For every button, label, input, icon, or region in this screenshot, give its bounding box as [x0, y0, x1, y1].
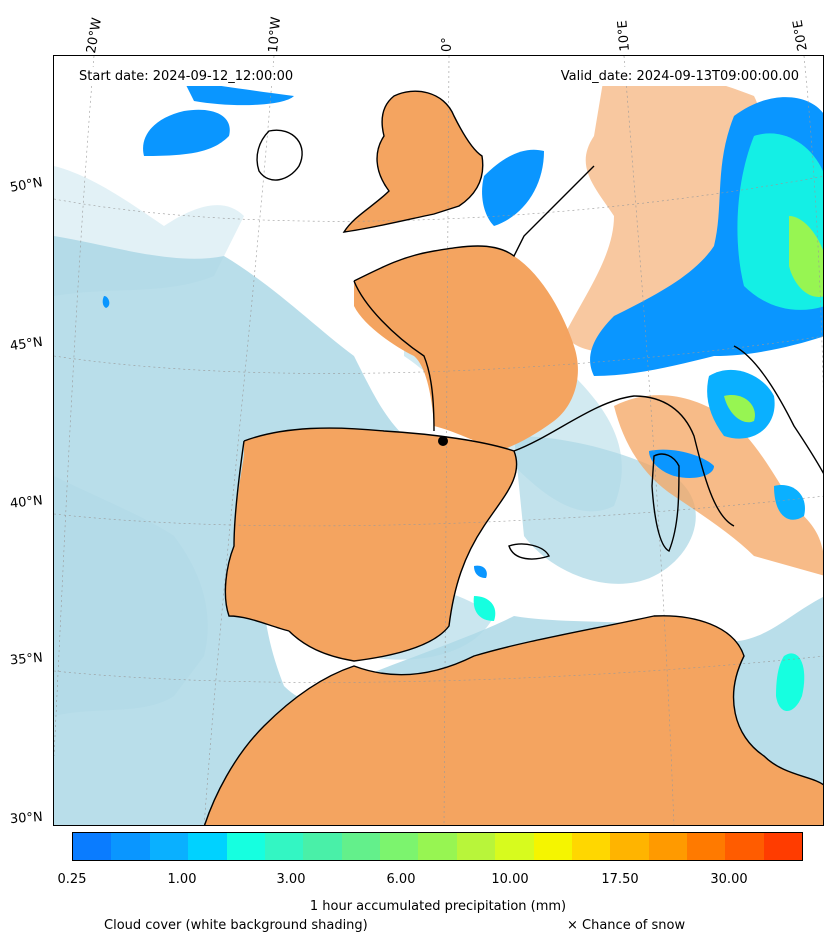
rain-peak-adriatic: [724, 395, 755, 423]
colorbar-segment: [303, 833, 342, 860]
colorbar-tick: 0.25: [57, 872, 87, 887]
lon-tick-0: 0°: [440, 37, 455, 52]
colorbar-segment: [648, 833, 687, 860]
lon-tick-20e: 20°E: [790, 18, 811, 53]
rain-cell-atlantic-top: [184, 81, 294, 106]
cloud-cover-note: Cloud cover (white background shading): [104, 918, 368, 933]
snow-chance-note: × Chance of snow: [567, 918, 686, 933]
coastlines: [203, 90, 823, 825]
lat-tick-30n: 30°N: [9, 809, 44, 828]
colorbar-segment: [495, 833, 534, 860]
colorbar-segment: [149, 833, 189, 860]
rain-peak-east: [789, 216, 823, 297]
colorbar-segment: [763, 833, 803, 860]
rain-cell-small: [102, 296, 110, 308]
colorbar-segment: [73, 833, 112, 860]
lat-tick-50n: 50°N: [8, 175, 44, 196]
colorbar-tick: 17.50: [601, 872, 639, 887]
lat-tick-45n: 45°N: [9, 334, 44, 355]
start-date-label: Start date: 2024-09-12_12:00:00: [75, 67, 298, 86]
lat-tick-35n: 35°N: [9, 650, 44, 669]
france-clear: [354, 246, 578, 451]
snow-marker: [438, 436, 448, 446]
iberia-clear: [225, 428, 517, 661]
colorbar-segment: [687, 833, 726, 860]
clear-sky-layer: [204, 72, 823, 825]
valid-date-label: Valid_date: 2024-09-13T09:00:00.00: [556, 67, 803, 86]
rain-cell-tyrrhenian: [649, 449, 714, 478]
colorbar-segment: [188, 833, 227, 860]
map-canvas: [54, 56, 823, 825]
rain-cell-atlantic-north: [143, 109, 230, 156]
precipitation-colorbar: [72, 832, 803, 861]
rain-cell-baleares: [473, 596, 496, 621]
colorbar-segment: [111, 833, 150, 860]
central-europe-clear: [564, 72, 765, 351]
colorbar-segment: [725, 833, 764, 860]
colorbar-tick: 10.00: [491, 872, 529, 887]
colorbar-tick: 6.00: [386, 872, 416, 887]
colorbar-label: 1 hour accumulated precipitation (mm): [309, 899, 567, 914]
colorbar-segment: [264, 833, 304, 860]
rain-cell-channel: [482, 149, 544, 226]
colorbar-segment: [418, 833, 457, 860]
lon-tick-10w: 10°W: [266, 16, 285, 54]
lon-tick-10e: 10°E: [615, 19, 633, 53]
colorbar-segment: [341, 833, 380, 860]
italy-clear: [614, 395, 823, 576]
colorbar-segment: [533, 833, 572, 860]
colorbar-tick: 3.00: [276, 872, 306, 887]
colorbar-tick: 1.00: [167, 872, 197, 887]
colorbar-segment: [456, 833, 496, 860]
colorbar-segment: [571, 833, 611, 860]
lon-tick-20w: 20°W: [84, 16, 106, 55]
colorbar-segment: [380, 833, 419, 860]
weather-map: Start date: 2024-09-12_12:00:00 Valid_da…: [53, 55, 824, 826]
precipitation-layer: [102, 81, 823, 711]
lat-tick-40n: 40°N: [9, 493, 44, 512]
colorbar-segment: [610, 833, 649, 860]
rain-cell-libya: [776, 653, 805, 711]
rain-cell-med-west: [474, 565, 487, 578]
colorbar-segment: [226, 833, 265, 860]
colorbar-tick: 30.00: [710, 872, 748, 887]
rain-cell-ionian: [774, 485, 805, 520]
